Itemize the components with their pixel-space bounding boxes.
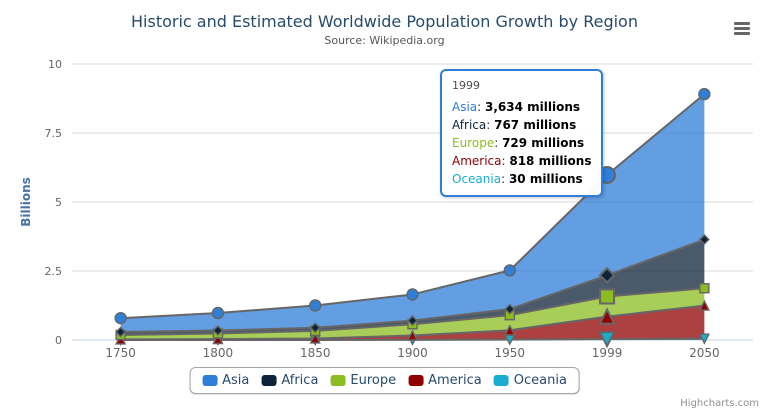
chart-subtitle: Source: Wikipedia.org xyxy=(324,34,445,47)
marker-oceania-1999[interactable] xyxy=(598,331,616,349)
x-axis-tick-label: 1999 xyxy=(592,346,623,360)
chart-title: Historic and Estimated Worldwide Populat… xyxy=(131,12,638,31)
legend-item-africa[interactable]: Africa xyxy=(261,373,318,388)
legend-label: Europe xyxy=(350,373,397,388)
hamburger-icon xyxy=(734,22,750,25)
x-axis-tick-label: 1950 xyxy=(495,346,526,360)
legend-item-europe[interactable]: Europe xyxy=(330,373,396,388)
y-axis-tick-label: 2.5 xyxy=(45,265,63,278)
legend-label: Oceania xyxy=(513,373,567,388)
marker-america-1850[interactable] xyxy=(309,332,321,344)
legend-symbol-oceania xyxy=(493,375,509,386)
x-axis-tick-label: 1900 xyxy=(397,346,428,360)
marker-america-1900[interactable] xyxy=(406,329,419,341)
y-axis-title: Billions xyxy=(19,177,33,227)
legend-symbol-europe xyxy=(330,375,346,386)
x-axis-tick-label: 2050 xyxy=(689,346,720,360)
legend-symbol-asia xyxy=(202,375,218,386)
area-asia[interactable] xyxy=(120,94,705,333)
marker-america-2050[interactable] xyxy=(698,299,710,311)
legend-symbol-america xyxy=(408,375,424,386)
marker-asia-1750[interactable] xyxy=(114,311,127,325)
legend-label: America xyxy=(428,373,482,388)
marker-america-1999[interactable] xyxy=(598,307,616,325)
marker-asia-1950[interactable] xyxy=(503,264,516,277)
legend: Asia Africa Europe America Oceania xyxy=(189,367,580,394)
marker-europe-1999[interactable] xyxy=(599,288,616,305)
legend-label: Asia xyxy=(222,373,250,388)
marker-africa-1800[interactable] xyxy=(212,325,224,337)
area-america[interactable] xyxy=(120,305,705,340)
marker-asia-2050[interactable] xyxy=(698,87,711,101)
marker-asia-1800[interactable] xyxy=(211,306,225,320)
legend-item-oceania[interactable]: Oceania xyxy=(493,373,567,388)
marker-europe-2050[interactable] xyxy=(699,283,710,294)
marker-asia-1850[interactable] xyxy=(309,299,322,312)
y-axis-tick-label: 10 xyxy=(48,58,62,71)
y-axis-tick-label: 5 xyxy=(55,196,62,209)
marker-asia-1999[interactable] xyxy=(598,166,617,185)
marker-africa-2050[interactable] xyxy=(698,234,710,245)
hamburger-icon xyxy=(734,27,750,30)
credits-link[interactable]: Highcharts.com xyxy=(680,398,759,409)
marker-africa-1999[interactable] xyxy=(598,266,616,284)
x-axis-tick-label: 1850 xyxy=(300,346,331,360)
marker-africa-1850[interactable] xyxy=(309,322,321,334)
x-axis-tick-label: 1800 xyxy=(203,346,234,360)
marker-america-1800[interactable] xyxy=(212,333,224,345)
marker-africa-1950[interactable] xyxy=(504,303,516,315)
marker-oceania-2050[interactable] xyxy=(698,333,710,345)
marker-asia-1900[interactable] xyxy=(406,288,419,301)
legend-item-asia[interactable]: Asia xyxy=(202,373,249,388)
marker-africa-1750[interactable] xyxy=(115,326,127,338)
marker-america-1950[interactable] xyxy=(504,324,516,336)
y-axis-tick-label: 7.5 xyxy=(45,127,63,140)
legend-item-america[interactable]: America xyxy=(408,373,482,388)
area-africa[interactable] xyxy=(120,239,705,335)
y-axis-tick-label: 0 xyxy=(55,334,62,347)
marker-africa-1900[interactable] xyxy=(407,315,418,327)
legend-label: Africa xyxy=(281,373,319,388)
x-axis-tick-label: 1750 xyxy=(105,346,136,360)
legend-symbol-africa xyxy=(261,375,277,386)
hamburger-icon xyxy=(734,32,750,35)
export-menu-button[interactable] xyxy=(734,22,750,36)
